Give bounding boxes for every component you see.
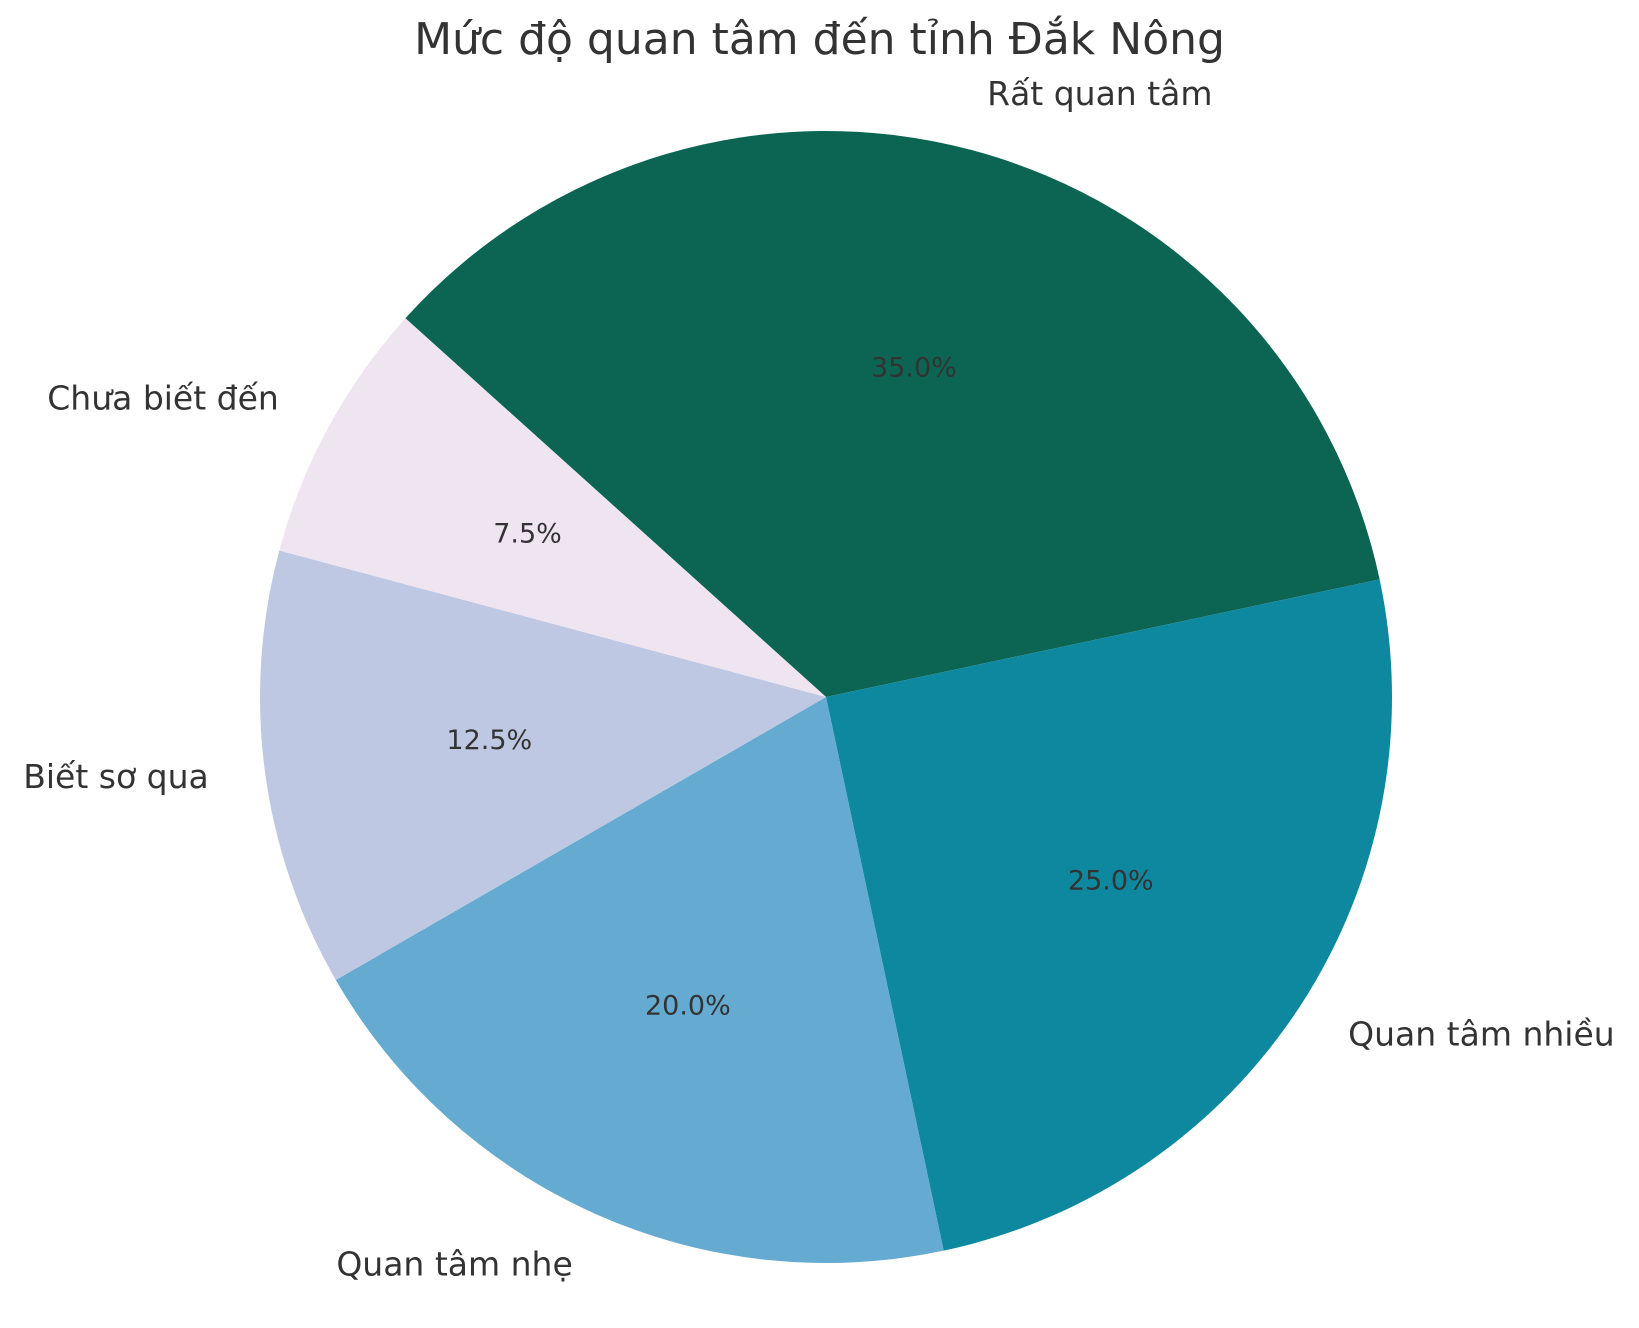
pie-percent-label: 20.0%	[645, 991, 731, 1022]
pie-slice-rat-quan-tam	[405, 131, 1380, 697]
pie-percent-label: 12.5%	[446, 725, 532, 756]
pie-category-label: Chưa biết đến	[47, 378, 279, 417]
chart-title: Mức độ quan tâm đến tỉnh Đắk Nông	[414, 14, 1225, 65]
pie-slice-quan-tam-nhe	[335, 697, 944, 1263]
pie-percent-label: 35.0%	[871, 352, 957, 383]
pie-percent-label: 25.0%	[1068, 865, 1154, 896]
pie-slice-biet-so-qua	[259, 550, 826, 980]
pie-percent-label: 7.5%	[493, 518, 562, 549]
pie-slice-quan-tam-nhieu	[826, 579, 1392, 1251]
pie-slice-chua-biet-den	[279, 318, 826, 697]
pie-category-label: Quan tâm nhiều	[1348, 1015, 1615, 1054]
pie-category-label: Rất quan tâm	[987, 74, 1212, 113]
pie-category-label: Quan tâm nhẹ	[336, 1244, 572, 1283]
pie-category-label: Biết sơ qua	[23, 757, 209, 796]
